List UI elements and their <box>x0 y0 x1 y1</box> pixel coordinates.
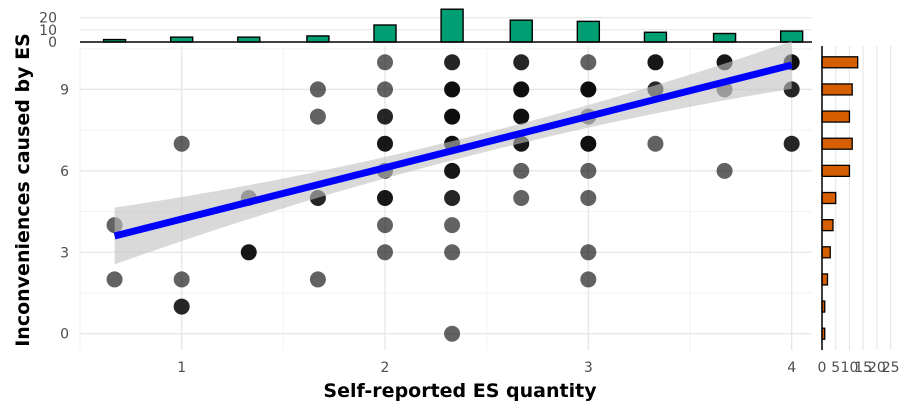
data-point <box>513 162 530 179</box>
data-point <box>309 108 326 125</box>
right-tick-label: 10 <box>841 360 859 376</box>
top-bar <box>509 19 533 43</box>
data-point <box>444 108 461 125</box>
y-tick-label: 3 <box>60 245 69 261</box>
data-point <box>377 81 393 98</box>
regression-line <box>113 61 793 240</box>
data-point <box>444 244 461 261</box>
data-point <box>444 54 461 71</box>
right-bar <box>821 83 853 96</box>
data-point <box>513 81 530 98</box>
data-point <box>513 108 530 125</box>
data-point <box>377 108 393 125</box>
data-point <box>580 81 597 98</box>
top-tick-label: 0 <box>48 35 57 51</box>
right-tick-label: 0 <box>818 360 827 376</box>
right-bar <box>821 164 851 178</box>
data-point <box>444 81 461 98</box>
data-point <box>647 135 664 152</box>
right-tick-label: 20 <box>868 360 886 376</box>
top-bar <box>373 24 397 43</box>
data-point <box>106 271 123 288</box>
data-point <box>513 54 530 71</box>
data-point <box>580 162 597 179</box>
right-bar <box>821 110 851 123</box>
right-tick-label: 15 <box>854 360 872 376</box>
data-point <box>173 298 190 315</box>
data-point <box>173 135 190 152</box>
main-scatter-panel: 1 2 3 4 0 3 6 9 <box>60 41 812 376</box>
data-point <box>173 271 190 288</box>
right-bar <box>821 137 853 150</box>
top-bar <box>712 32 737 43</box>
data-point <box>716 162 733 179</box>
x-tick-label: 1 <box>177 360 186 376</box>
data-point <box>580 271 597 288</box>
right-tick-label: 5 <box>831 360 840 376</box>
data-point <box>444 217 461 234</box>
right-bar <box>821 218 834 232</box>
right-bar <box>821 273 829 286</box>
data-point <box>309 271 326 288</box>
data-point <box>377 190 393 206</box>
data-point <box>240 244 257 261</box>
top-bar <box>779 30 804 43</box>
data-point <box>580 190 597 206</box>
top-bar <box>576 20 601 43</box>
x-tick-label: 3 <box>584 360 593 376</box>
top-tick-label: 20 <box>39 11 57 27</box>
data-point <box>377 54 393 71</box>
data-point <box>377 244 393 261</box>
right-bar <box>821 56 859 69</box>
y-tick-label: 9 <box>60 82 69 98</box>
data-point <box>783 135 800 152</box>
data-point <box>444 190 461 206</box>
right-bar <box>821 191 837 205</box>
top-bar <box>643 31 668 43</box>
y-tick-label: 6 <box>60 164 69 180</box>
x-tick-label: 2 <box>381 360 390 376</box>
data-point <box>513 190 530 206</box>
top-bar <box>306 35 330 43</box>
data-point <box>647 54 664 71</box>
data-point <box>377 135 393 152</box>
x-axis-title: Self-reported ES quantity <box>323 380 597 402</box>
y-tick-label: 0 <box>60 327 69 343</box>
top-tick-label: 10 <box>39 23 57 39</box>
data-point <box>444 325 461 342</box>
right-bar <box>821 246 831 259</box>
data-point <box>309 81 326 98</box>
data-point <box>580 244 597 261</box>
data-point <box>377 217 393 234</box>
x-tick-label: 4 <box>787 360 796 376</box>
data-point <box>444 162 461 179</box>
data-point <box>580 54 597 71</box>
right-tick-label: 25 <box>882 360 900 376</box>
top-bar <box>440 8 464 43</box>
y-axis-title: Inconveniences caused by ES <box>12 33 34 347</box>
data-point <box>580 135 597 152</box>
